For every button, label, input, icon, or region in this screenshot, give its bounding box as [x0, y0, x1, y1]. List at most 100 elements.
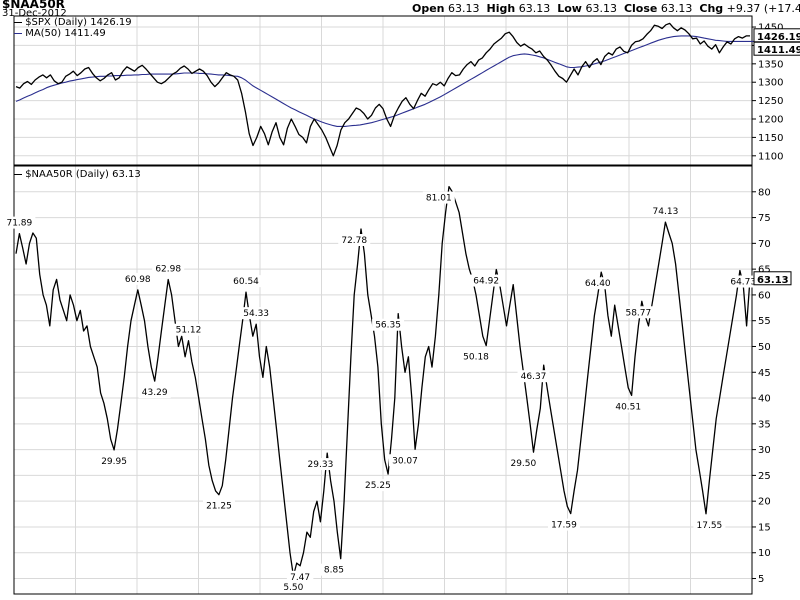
data-label: 21.25	[206, 502, 232, 512]
open-value: 63.13	[448, 2, 480, 15]
change-value: +9.37 (+17.43%)	[726, 2, 800, 15]
data-label-bg	[338, 234, 371, 247]
series-line	[15, 185, 751, 577]
legend-ma50-swatch	[14, 32, 22, 34]
y-tick-label: 55	[758, 316, 771, 327]
y-tick-label: 80	[758, 187, 771, 198]
close-value: 63.13	[660, 2, 693, 15]
y-tick-label: 20	[758, 497, 771, 508]
y-tick-label: 1450	[758, 23, 783, 34]
data-label: 56.35	[375, 321, 401, 331]
data-label-bg	[230, 275, 263, 288]
change-label: Chg	[699, 2, 724, 15]
data-label: 7.47	[290, 573, 310, 583]
high-label: High	[486, 2, 516, 15]
data-label-bg	[98, 454, 131, 467]
data-label-bg	[612, 400, 645, 413]
data-label: 30.07	[392, 456, 418, 466]
open-label: Open	[412, 2, 445, 15]
series-line	[15, 35, 754, 127]
data-label-bg	[3, 216, 36, 229]
data-label: 40.51	[615, 402, 641, 412]
data-label: 71.89	[6, 219, 32, 229]
data-label-bg	[622, 306, 655, 319]
y-tick-label: 1150	[758, 133, 783, 144]
naa50r-last-value-tag: 63.13	[757, 275, 789, 286]
data-label: 43.29	[142, 388, 168, 398]
data-label: 64.92	[473, 277, 499, 287]
ohlc-bar: Open 63.13 High 63.13 Low 63.13 Close 63…	[412, 2, 800, 15]
data-label-bg	[240, 307, 273, 320]
data-label-bg	[649, 205, 682, 218]
legend-naa50r-label: $NAA50R (Daily) 63.13	[25, 169, 141, 180]
series-line	[15, 22, 750, 157]
breadth-panel-series	[15, 185, 751, 577]
legend-spx-label: $SPX (Daily) 1426.19	[25, 17, 132, 28]
price-panel-series	[15, 22, 754, 157]
symbol-title: $NAA50R	[2, 0, 65, 11]
data-label-bg	[202, 499, 235, 512]
data-label-bg	[507, 457, 540, 470]
breadth-data-labels: 71.89 29.95 60.98 43.29 62.98 51.12 21.25 60.54…	[3, 191, 760, 593]
data-label-bg	[388, 454, 421, 467]
data-label: 58.77	[625, 308, 651, 318]
y-tick-label: 30	[758, 445, 771, 456]
y-tick-label: 45	[758, 368, 771, 379]
last-value-tags: 1426.19 1411.49 63.13	[753, 28, 800, 286]
data-label-bg	[138, 386, 171, 399]
legend-naa50r-swatch	[14, 173, 22, 175]
data-label: 62.98	[155, 265, 181, 275]
legend-spx-swatch	[14, 21, 22, 23]
data-label-bg	[172, 323, 205, 336]
y-tick-label: 75	[758, 213, 771, 224]
spx-last-value-tag: 1426.19	[757, 32, 800, 43]
y-tick-label: 25	[758, 471, 771, 482]
data-label: 46.37	[521, 372, 547, 382]
breadth-panel-frame	[13, 165, 753, 595]
legend-ma50: MA(50) 1411.49	[14, 28, 106, 39]
legend-ma50-label: MA(50) 1411.49	[25, 28, 106, 39]
data-label-bg	[581, 277, 614, 290]
naa50r-last-value-tag-box	[753, 271, 792, 286]
y-tick-label: 1200	[758, 115, 783, 126]
y-tick-label: 1350	[758, 59, 783, 70]
data-label: 17.55	[697, 521, 723, 531]
y-tick-label: 65	[758, 265, 771, 276]
y-tick-label: 70	[758, 239, 771, 250]
data-label-bg	[470, 274, 503, 287]
breadth-panel-yaxis: 5 10 15 20 25 30 35 40 45 50 55 60 65 70 75 80	[752, 187, 771, 585]
data-label: 54.33	[243, 309, 269, 319]
data-label: 29.50	[510, 459, 536, 469]
data-label: 60.98	[125, 275, 151, 285]
y-tick-label: 15	[758, 522, 771, 533]
legend-spx: $SPX (Daily) 1426.19	[14, 17, 132, 28]
data-label: 8.85	[324, 566, 344, 576]
low-label: Low	[557, 2, 582, 15]
data-label-bg	[460, 350, 493, 363]
data-label: 5.50	[283, 583, 303, 593]
price-panel-frame	[13, 15, 753, 166]
ma50-last-value-tag: 1411.49	[757, 45, 800, 56]
y-tick-label: 40	[758, 394, 771, 405]
breadth-panel-grid	[14, 166, 752, 594]
data-label: 29.95	[101, 457, 127, 467]
data-label-bg	[422, 191, 455, 204]
data-label-bg	[727, 275, 760, 288]
data-label-bg	[361, 479, 394, 492]
data-label-bg	[547, 518, 580, 531]
data-label: 64.40	[585, 279, 611, 289]
data-label-bg	[280, 580, 307, 593]
y-tick-label: 5	[758, 574, 764, 585]
legend-naa50r: $NAA50R (Daily) 63.13	[14, 169, 141, 180]
data-label: 72.78	[341, 236, 367, 246]
data-label-bg	[372, 318, 405, 331]
low-value: 63.13	[585, 2, 617, 15]
y-tick-label: 1250	[758, 96, 783, 107]
data-label: 17.59	[551, 521, 577, 531]
data-label: 25.25	[365, 481, 391, 491]
data-label: 29.33	[308, 460, 334, 470]
data-label-bg	[304, 458, 337, 471]
data-label-bg	[693, 518, 726, 531]
data-label: 60.54	[233, 277, 259, 287]
y-tick-label: 10	[758, 548, 771, 559]
